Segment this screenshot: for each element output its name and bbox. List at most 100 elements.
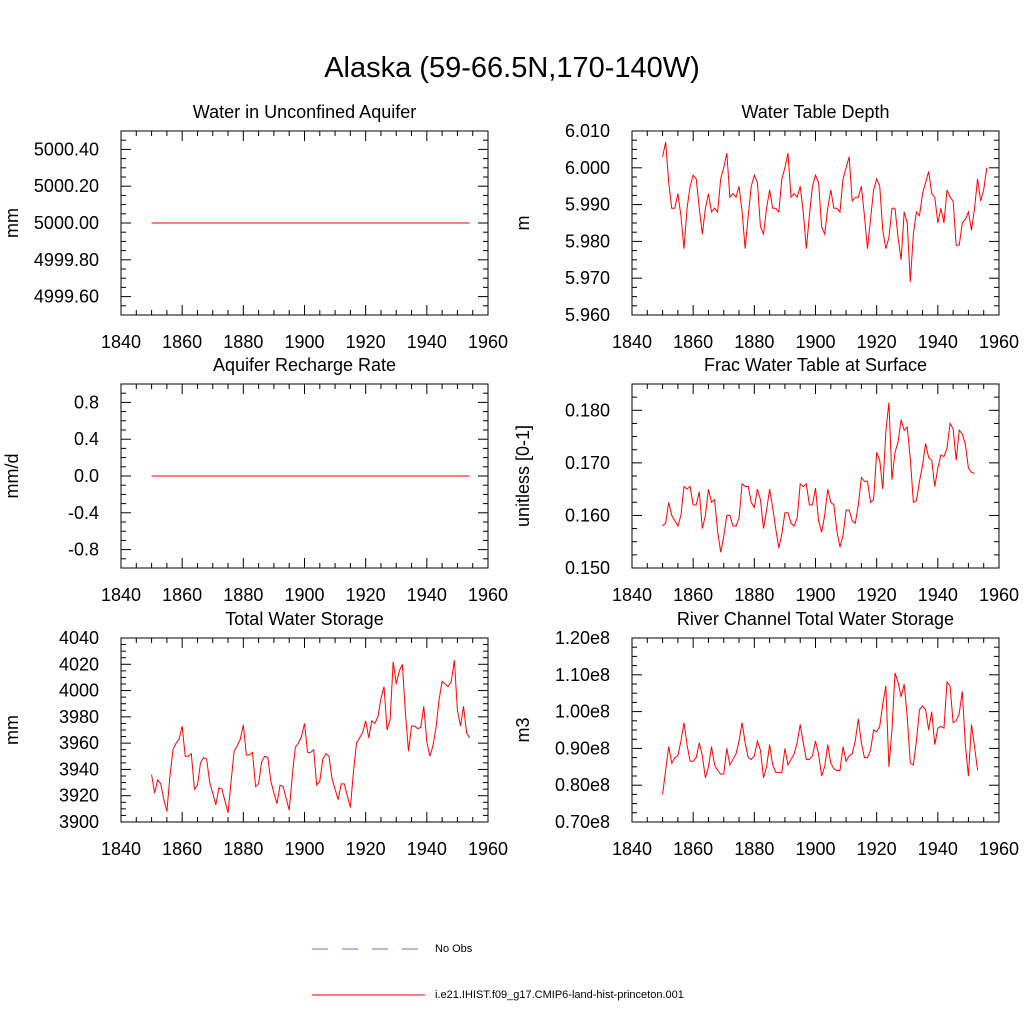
- y-tick-label: -0.4: [68, 503, 99, 523]
- y-axis-label: mm/d: [2, 454, 22, 499]
- y-tick-label: 1.00e8: [555, 702, 610, 722]
- x-tick-label: 1840: [612, 585, 652, 605]
- panel-title: Total Water Storage: [225, 609, 383, 629]
- series-line: [662, 402, 975, 553]
- y-tick-label: 0.70e8: [555, 812, 610, 832]
- panel-4: Frac Water Table at Surface unitless [0-1…: [513, 355, 1019, 605]
- x-tick-label: 1880: [734, 585, 774, 605]
- series-line: [662, 672, 979, 795]
- y-axis-label: m3: [513, 717, 533, 742]
- y-tick-label: 1.20e8: [555, 628, 610, 648]
- x-tick-label: 1960: [468, 585, 508, 605]
- x-tick-label: 1880: [734, 332, 774, 352]
- y-tick-label: 5.980: [565, 231, 610, 251]
- y-tick-label: 5.960: [565, 305, 610, 325]
- panel-5: Total Water Storage mm 1840 1860 1880 1900 192…: [2, 609, 508, 859]
- x-tick-label: 1860: [162, 839, 202, 859]
- x-tick-label: 1960: [979, 332, 1019, 352]
- y-axis-label: m: [513, 216, 533, 231]
- y-axis-label: mm: [2, 208, 22, 238]
- y-tick-label: 5.970: [565, 268, 610, 288]
- x-tick-label: 1920: [346, 332, 386, 352]
- y-tick-label: 3940: [59, 759, 99, 779]
- y-tick-label: 1.10e8: [555, 665, 610, 685]
- x-tick-label: 1880: [223, 332, 263, 352]
- y-tick-label: 4999.60: [34, 287, 99, 307]
- x-tick-label: 1940: [407, 585, 447, 605]
- x-tick-label: 1940: [918, 585, 958, 605]
- panels-group: Water in Unconfined Aquifer mm 1840 1860 188…: [2, 102, 1019, 859]
- x-tick-label: 1840: [101, 585, 141, 605]
- y-tick-label: 4000: [59, 681, 99, 701]
- panel-frame: [631, 637, 1000, 823]
- y-tick-label: 5000.20: [34, 176, 99, 196]
- legend-lines: [312, 948, 425, 996]
- y-tick-label: 0.150: [565, 558, 610, 578]
- x-tick-label: 1860: [673, 585, 713, 605]
- y-tick-label: 0.4: [74, 429, 99, 449]
- panel-frame: [631, 383, 1000, 569]
- y-tick-label: 0.8: [74, 392, 99, 412]
- y-tick-label: 6.010: [565, 121, 610, 141]
- x-tick-label: 1860: [162, 332, 202, 352]
- panel-title: Water in Unconfined Aquifer: [193, 102, 416, 122]
- y-tick-label: 4020: [59, 654, 99, 674]
- y-axis-label: unitless [0-1]: [513, 425, 533, 527]
- figure-title: Alaska (59-66.5N,170-140W): [324, 52, 700, 84]
- y-tick-label: 0.80e8: [555, 775, 610, 795]
- x-tick-label: 1940: [918, 839, 958, 859]
- x-tick-label: 1840: [101, 839, 141, 859]
- x-tick-label: 1960: [468, 839, 508, 859]
- x-tick-label: 1880: [734, 839, 774, 859]
- y-axis-label: mm: [2, 715, 22, 745]
- y-tick-label: 0.180: [565, 400, 610, 420]
- series-line: [151, 660, 471, 813]
- x-tick-label: 1920: [857, 585, 897, 605]
- y-tick-label: 0.90e8: [555, 738, 610, 758]
- x-tick-label: 1900: [284, 332, 324, 352]
- y-tick-label: -0.8: [68, 540, 99, 560]
- panel-title: Water Table Depth: [741, 102, 889, 122]
- x-tick-label: 1860: [162, 585, 202, 605]
- x-tick-label: 1920: [346, 585, 386, 605]
- x-tick-label: 1840: [612, 839, 652, 859]
- x-tick-label: 1880: [223, 839, 263, 859]
- x-tick-label: 1920: [346, 839, 386, 859]
- series-line: [662, 141, 988, 282]
- x-tick-label: 1920: [857, 839, 897, 859]
- y-tick-label: 3900: [59, 812, 99, 832]
- y-tick-label: 3920: [59, 786, 99, 806]
- panel-3: Aquifer Recharge Rate mm/d 1840 1860 1880 190…: [2, 355, 508, 605]
- x-tick-label: 1900: [284, 585, 324, 605]
- x-tick-label: 1960: [979, 839, 1019, 859]
- x-tick-label: 1840: [101, 332, 141, 352]
- x-tick-label: 1860: [673, 839, 713, 859]
- panel-title: Frac Water Table at Surface: [704, 355, 927, 375]
- y-tick-label: 0.170: [565, 453, 610, 473]
- y-tick-label: 4999.80: [34, 250, 99, 270]
- y-tick-label: 5000.00: [34, 213, 99, 233]
- y-tick-label: 6.000: [565, 158, 610, 178]
- x-tick-label: 1920: [857, 332, 897, 352]
- x-tick-label: 1900: [795, 332, 835, 352]
- panel-1: Water in Unconfined Aquifer mm 1840 1860 188…: [2, 102, 508, 352]
- panel-6: River Channel Total Water Storage m3 1840 1…: [513, 609, 1019, 859]
- x-tick-label: 1900: [795, 585, 835, 605]
- x-tick-label: 1940: [407, 839, 447, 859]
- x-tick-label: 1880: [223, 585, 263, 605]
- panel-2: Water Table Depth m 1840 1860 1880 1900 1920 19…: [513, 102, 1019, 352]
- x-tick-label: 1960: [468, 332, 508, 352]
- x-tick-label: 1960: [979, 585, 1019, 605]
- panel-frame: [120, 637, 489, 823]
- panel-title: River Channel Total Water Storage: [677, 609, 954, 629]
- x-tick-label: 1900: [284, 839, 324, 859]
- y-tick-label: 4040: [59, 628, 99, 648]
- x-tick-label: 1840: [612, 332, 652, 352]
- y-tick-label: 5.990: [565, 195, 610, 215]
- panel-title: Aquifer Recharge Rate: [213, 355, 396, 375]
- y-tick-label: 3980: [59, 707, 99, 727]
- y-tick-label: 5000.40: [34, 139, 99, 159]
- x-tick-label: 1900: [795, 839, 835, 859]
- x-tick-label: 1860: [673, 332, 713, 352]
